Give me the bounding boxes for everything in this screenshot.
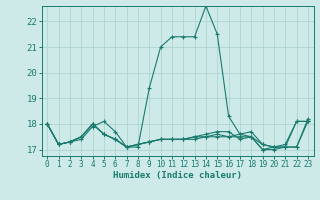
X-axis label: Humidex (Indice chaleur): Humidex (Indice chaleur) xyxy=(113,171,242,180)
